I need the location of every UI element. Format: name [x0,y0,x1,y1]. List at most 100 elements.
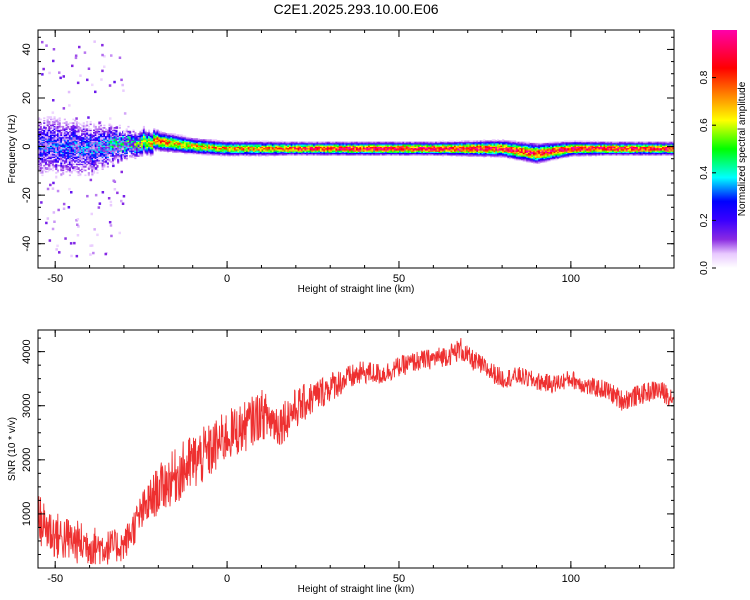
spectrogram-cell [292,149,295,151]
spectrogram-cell [450,153,453,156]
spectrogram-cell [75,130,78,133]
spectrogram-cell [98,142,101,145]
spectrogram-cell [455,145,458,148]
spectrogram-cell [48,146,51,149]
spectrogram-cell [400,153,403,156]
spectrogram-cell [74,167,77,169]
spectrogram-cell [429,145,433,148]
spectrogram-cell [72,122,75,124]
spectrogram-cell [96,166,99,168]
spectrogram-cell [65,170,68,173]
spectrogram-cell [373,147,376,150]
spectrogram-cell [182,144,185,146]
spectrogram-cell [70,164,73,167]
spectrogram-cell [185,139,188,141]
spectrogram-cell [189,142,192,145]
spectrogram-cell [87,159,90,162]
spectrogram-cell [505,144,508,146]
spectrogram-cell [369,144,372,146]
spectrogram-cell [134,133,137,135]
spectrogram-cell [553,145,556,148]
spectrogram-cell [137,145,140,148]
spectrogram-cell [81,134,84,137]
spectrogram-cell [364,152,367,155]
spectrogram-cell [74,153,77,156]
spectrogram-cell [278,149,281,151]
spectrogram-cell [106,141,109,144]
spectrogram-cell [252,145,256,148]
spectrogram-cell [108,147,111,150]
spectrogram-cell [550,158,553,161]
spectrogram-cell [445,150,448,152]
spectrogram-cell [555,153,558,156]
spectrogram-cell [72,136,75,139]
spectrogram-cell [86,145,89,148]
spectrogram-cell [132,136,135,139]
spectrogram-cell [144,140,147,143]
spectrogram-cell [491,140,494,143]
spectrogram-cell [68,122,72,124]
spectrogram-cell [378,150,381,152]
spectrogram-cell [216,152,219,155]
spectrogram-cell [466,152,469,155]
spectrogram-cell [545,159,548,162]
spectrogram-cell [545,146,548,149]
spectrogram-cell [117,162,120,165]
spectrogram-cell [404,141,407,144]
spectrogram-cell [123,140,127,143]
spectrogram-cell [81,140,84,143]
spectrogram-cell [349,145,352,148]
spectrogram-cell [419,145,422,148]
spectrogram-cell [259,146,262,149]
spectrogram-cell [65,166,68,168]
spectrogram-cell [184,145,187,148]
spectrogram-cell [213,142,216,145]
spectrogram-cell [273,150,276,152]
spectrogram-cell [268,141,271,144]
spectrogram-cell [58,150,61,152]
spectrogram-cell [99,141,103,144]
spectrogram-cell [89,136,92,139]
spectrogram-cell [149,133,152,135]
spectrogram-cell [91,153,94,156]
spectrogram-cell [307,145,311,148]
spectrogram-cell [263,150,266,152]
spectrogram-cell [108,136,111,139]
spectrogram-cell [397,151,400,154]
spectrogram-cell [426,142,429,145]
spectrogram-cell [483,155,486,157]
spectrogram-cell [77,125,80,128]
spectrogram-cell [149,135,152,138]
spectrogram-cell [141,149,144,151]
spectrogram-cell [216,145,219,148]
spectrogram-cell [70,129,73,132]
spectrogram-cell [63,164,66,167]
spectrogram-cell [393,150,396,152]
spectrogram-cell [221,152,225,155]
spectrogram-cell [304,145,307,148]
spectrogram-cell [41,174,44,177]
spectrogram-cell [338,144,341,146]
spectrogram-cell [154,130,158,133]
spectrogram-cell [546,156,549,158]
spectrogram-cell [338,150,341,152]
spectrogram-cell [99,142,103,145]
spectrogram-cell [314,141,317,144]
spectrogram-cell [452,151,455,154]
spectrogram-cell [89,164,92,167]
spectrogram-cell [82,153,85,156]
spectrogram-cell [472,151,476,154]
spectrogram-cell [55,162,58,165]
spectrogram-cell [361,145,364,148]
spectrogram-cell [524,142,527,145]
spectrogram-cell [120,133,123,135]
spectrogram-cell [79,163,82,166]
spectrogram-cell [498,149,501,151]
spectrogram-cell [555,152,558,155]
spectrogram-cell [50,139,53,141]
spectrogram-cell [110,149,113,151]
spectrogram-cell [515,141,519,144]
spectrogram-cell [273,144,276,146]
spectrogram-cell [55,139,58,141]
spectrogram-cell [469,151,472,154]
